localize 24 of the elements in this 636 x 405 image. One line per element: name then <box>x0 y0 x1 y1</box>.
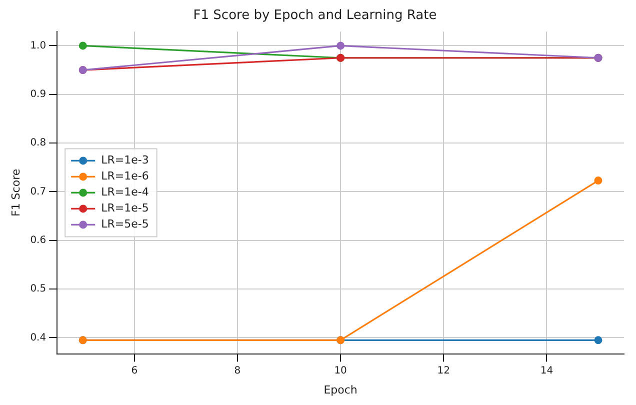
legend-label: LR=1e-3 <box>101 154 149 167</box>
y-axis-title: F1 Score <box>9 168 22 217</box>
x-tick-label: 10 <box>334 365 347 376</box>
y-tick-label: 0.6 <box>30 234 46 246</box>
point <box>78 42 87 50</box>
x-axis-title: Epoch <box>324 383 358 396</box>
x-tick-label: 12 <box>437 365 450 376</box>
legend-label: LR=1e-5 <box>101 202 149 215</box>
y-tick-label: 0.8 <box>30 138 46 149</box>
point <box>594 176 602 185</box>
chart-title: F1 Score by Epoch and Learning Rate <box>193 8 437 24</box>
point <box>594 336 602 344</box>
y-tick-label: 1.0 <box>30 40 46 52</box>
x-tick-label: 14 <box>540 365 554 376</box>
legend-label: LR=5e-5 <box>101 218 149 231</box>
x-tick-label: 8 <box>234 365 241 376</box>
y-tick-label: 0.7 <box>30 186 46 198</box>
y-tick-label: 0.5 <box>30 284 46 295</box>
y-tick-label: 0.4 <box>30 332 46 344</box>
legend-label: LR=1e-4 <box>101 186 149 199</box>
y-tick-label: 0.9 <box>30 88 46 100</box>
point <box>336 42 345 50</box>
legend-label: LR=1e-6 <box>101 170 149 183</box>
x-tick-label: 6 <box>131 365 138 376</box>
